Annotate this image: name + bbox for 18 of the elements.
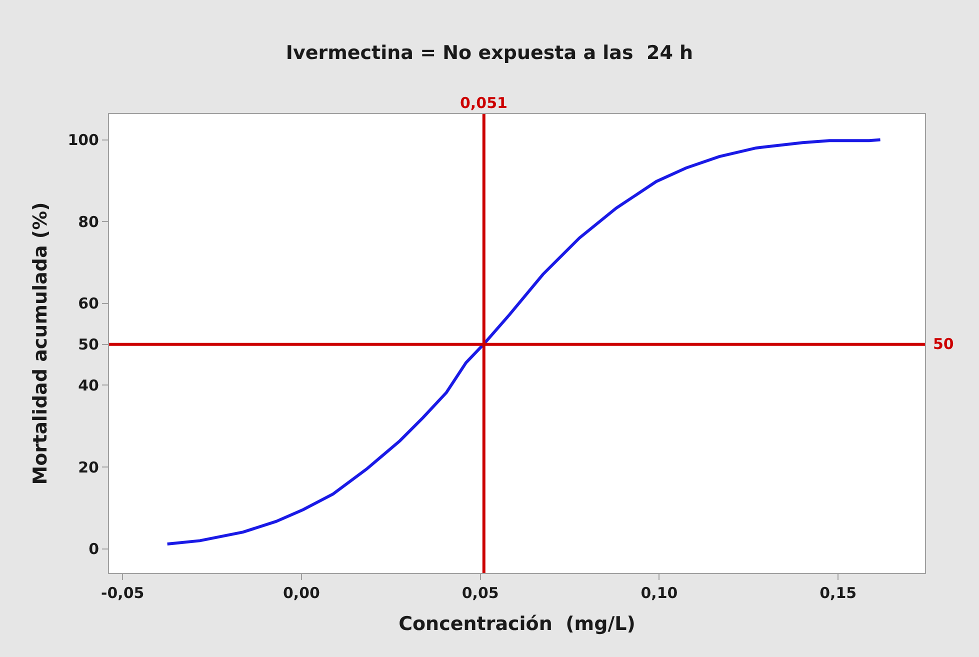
x-axis-title: Concentración (mg/L)	[398, 612, 636, 635]
x-tick-label: 0,10	[640, 584, 678, 602]
x-tick-label: -0,05	[100, 584, 144, 602]
y-tick-label: 100	[68, 131, 99, 150]
ref-line-label: 50	[933, 335, 954, 353]
y-tick-label: 20	[78, 458, 99, 476]
y-tick-label: 40	[78, 376, 99, 394]
y-tick-label: 50	[78, 336, 99, 354]
x-tick-label: 0,00	[282, 584, 320, 602]
line-series	[166, 138, 882, 546]
chart-title: Ivermectina = No expuesta a las 24 h	[286, 42, 694, 64]
y-axis-title: Mortalidad acumulada (%)	[30, 202, 52, 485]
y-tick-label: 0	[88, 540, 99, 558]
x-tick-label: 0,15	[820, 584, 857, 602]
y-tick-label: 60	[78, 294, 99, 313]
y-tick-label: 80	[78, 212, 99, 231]
x-tick-label: 0,05	[462, 584, 499, 602]
ref-line-label: 0,051	[460, 94, 508, 112]
